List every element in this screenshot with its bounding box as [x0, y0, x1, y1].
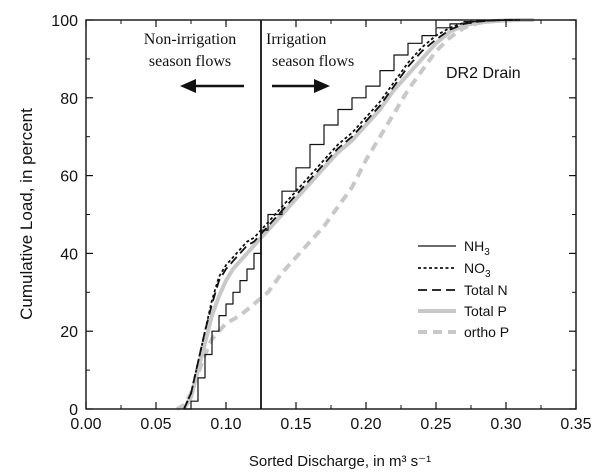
x-tick-label: 0.35: [560, 416, 591, 433]
right-annotation-line1: Irrigation: [266, 31, 326, 48]
x-tick-label: 0.10: [210, 416, 241, 433]
y-axis-title: Cumulative Load, in percent: [17, 108, 36, 320]
left-annotation-line2: season flows: [149, 53, 231, 70]
y-tick-label: 40: [60, 246, 78, 263]
series-line-no3: [183, 19, 520, 410]
legend-label-total-n: Total N: [464, 282, 508, 298]
legend-label-nh3: NH3: [464, 238, 490, 258]
x-tick-label: 0.05: [140, 416, 171, 433]
x-axis-title: Sorted Discharge, in m³ s⁻¹: [249, 453, 431, 470]
legend: NH3 NO3 Total N Total P ortho P: [418, 238, 509, 340]
y-tick-label: 60: [60, 169, 78, 186]
x-tick-label: 0.00: [70, 416, 101, 433]
legend-label-total-p: Total P: [464, 303, 507, 319]
axis-ticks: 0.00 0.05 0.10 0.15 0.20 0.25 0.30 0.35 0 20 40 60 8…: [51, 13, 591, 433]
series-line-total-n: [183, 19, 520, 410]
series-layer: [176, 18, 534, 411]
left-annotation-line1: Non-irrigation: [144, 31, 236, 48]
x-tick-label: 0.15: [280, 416, 311, 433]
legend-label-ortho-p: ortho P: [464, 324, 509, 340]
y-tick-label: 80: [60, 91, 78, 108]
y-tick-label: 100: [51, 13, 78, 30]
y-tick-label: 0: [69, 402, 78, 419]
x-tick-label: 0.25: [420, 416, 451, 433]
x-tick-label: 0.20: [350, 416, 381, 433]
right-annotation-line2: season flows: [272, 53, 354, 70]
right-arrow-icon: [272, 79, 330, 93]
x-tick-label: 0.30: [490, 416, 521, 433]
series-line-total-p: [182, 18, 534, 411]
panel-label: DR2 Drain: [446, 65, 521, 82]
legend-label-no3: NO3: [464, 260, 491, 280]
left-arrow-icon: [180, 79, 244, 93]
y-tick-label: 20: [60, 324, 78, 341]
